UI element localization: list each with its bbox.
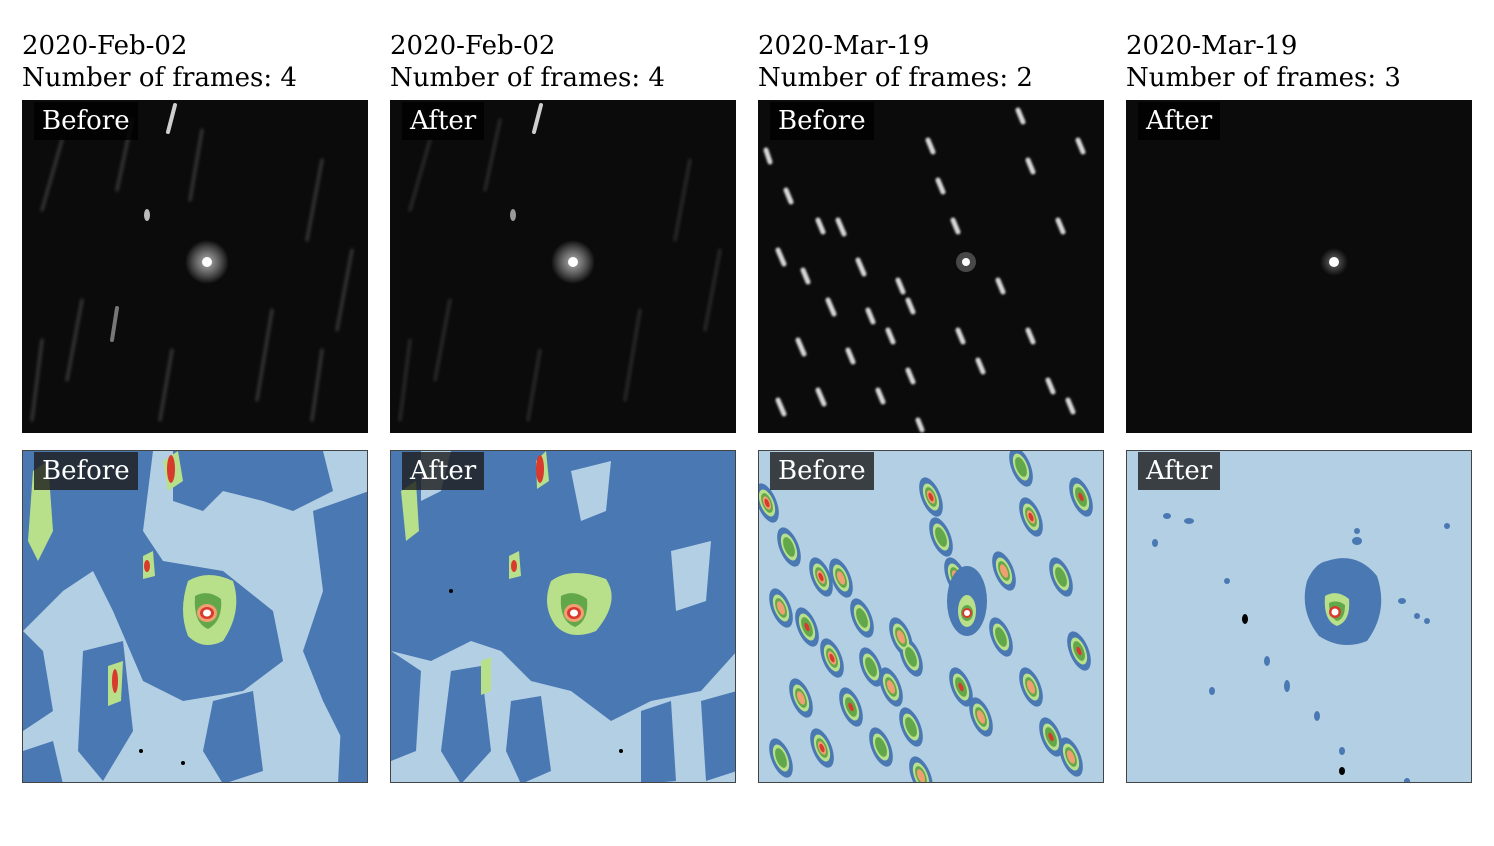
after-tag: After [1138,102,1221,140]
after-tag: After [1138,452,1221,490]
contour-panel-mar-after: After [1126,450,1472,783]
date-label: 2020-Mar-19 [758,31,930,61]
frames-label: Number of frames: 3 [1126,63,1401,93]
contour-panel-feb-after: After [390,450,736,783]
date-label: 2020-Feb-02 [390,31,556,61]
panel-title: 2020-Feb-02 Number of frames: 4 [22,30,297,94]
image-panel-mar-after: After [1126,100,1472,433]
before-tag: Before [770,102,874,140]
after-tag: After [402,102,485,140]
panel-title: 2020-Feb-02 Number of frames: 4 [390,30,665,94]
contour-panel-feb-before: Before [22,450,368,783]
contour-panel-mar-before: Before [758,450,1104,783]
after-tag: After [402,452,485,490]
frames-label: Number of frames: 2 [758,63,1033,93]
date-label: 2020-Feb-02 [22,31,188,61]
before-tag: Before [770,452,874,490]
panel-title: 2020-Mar-19 Number of frames: 2 [758,30,1033,94]
image-panel-feb-after: After [390,100,736,433]
date-label: 2020-Mar-19 [1126,31,1298,61]
image-panel-mar-before: Before [758,100,1104,433]
image-panel-feb-before: Before [22,100,368,433]
before-tag: Before [34,452,138,490]
frames-label: Number of frames: 4 [390,63,665,93]
before-tag: Before [34,102,138,140]
frames-label: Number of frames: 4 [22,63,297,93]
panel-title: 2020-Mar-19 Number of frames: 3 [1126,30,1401,94]
